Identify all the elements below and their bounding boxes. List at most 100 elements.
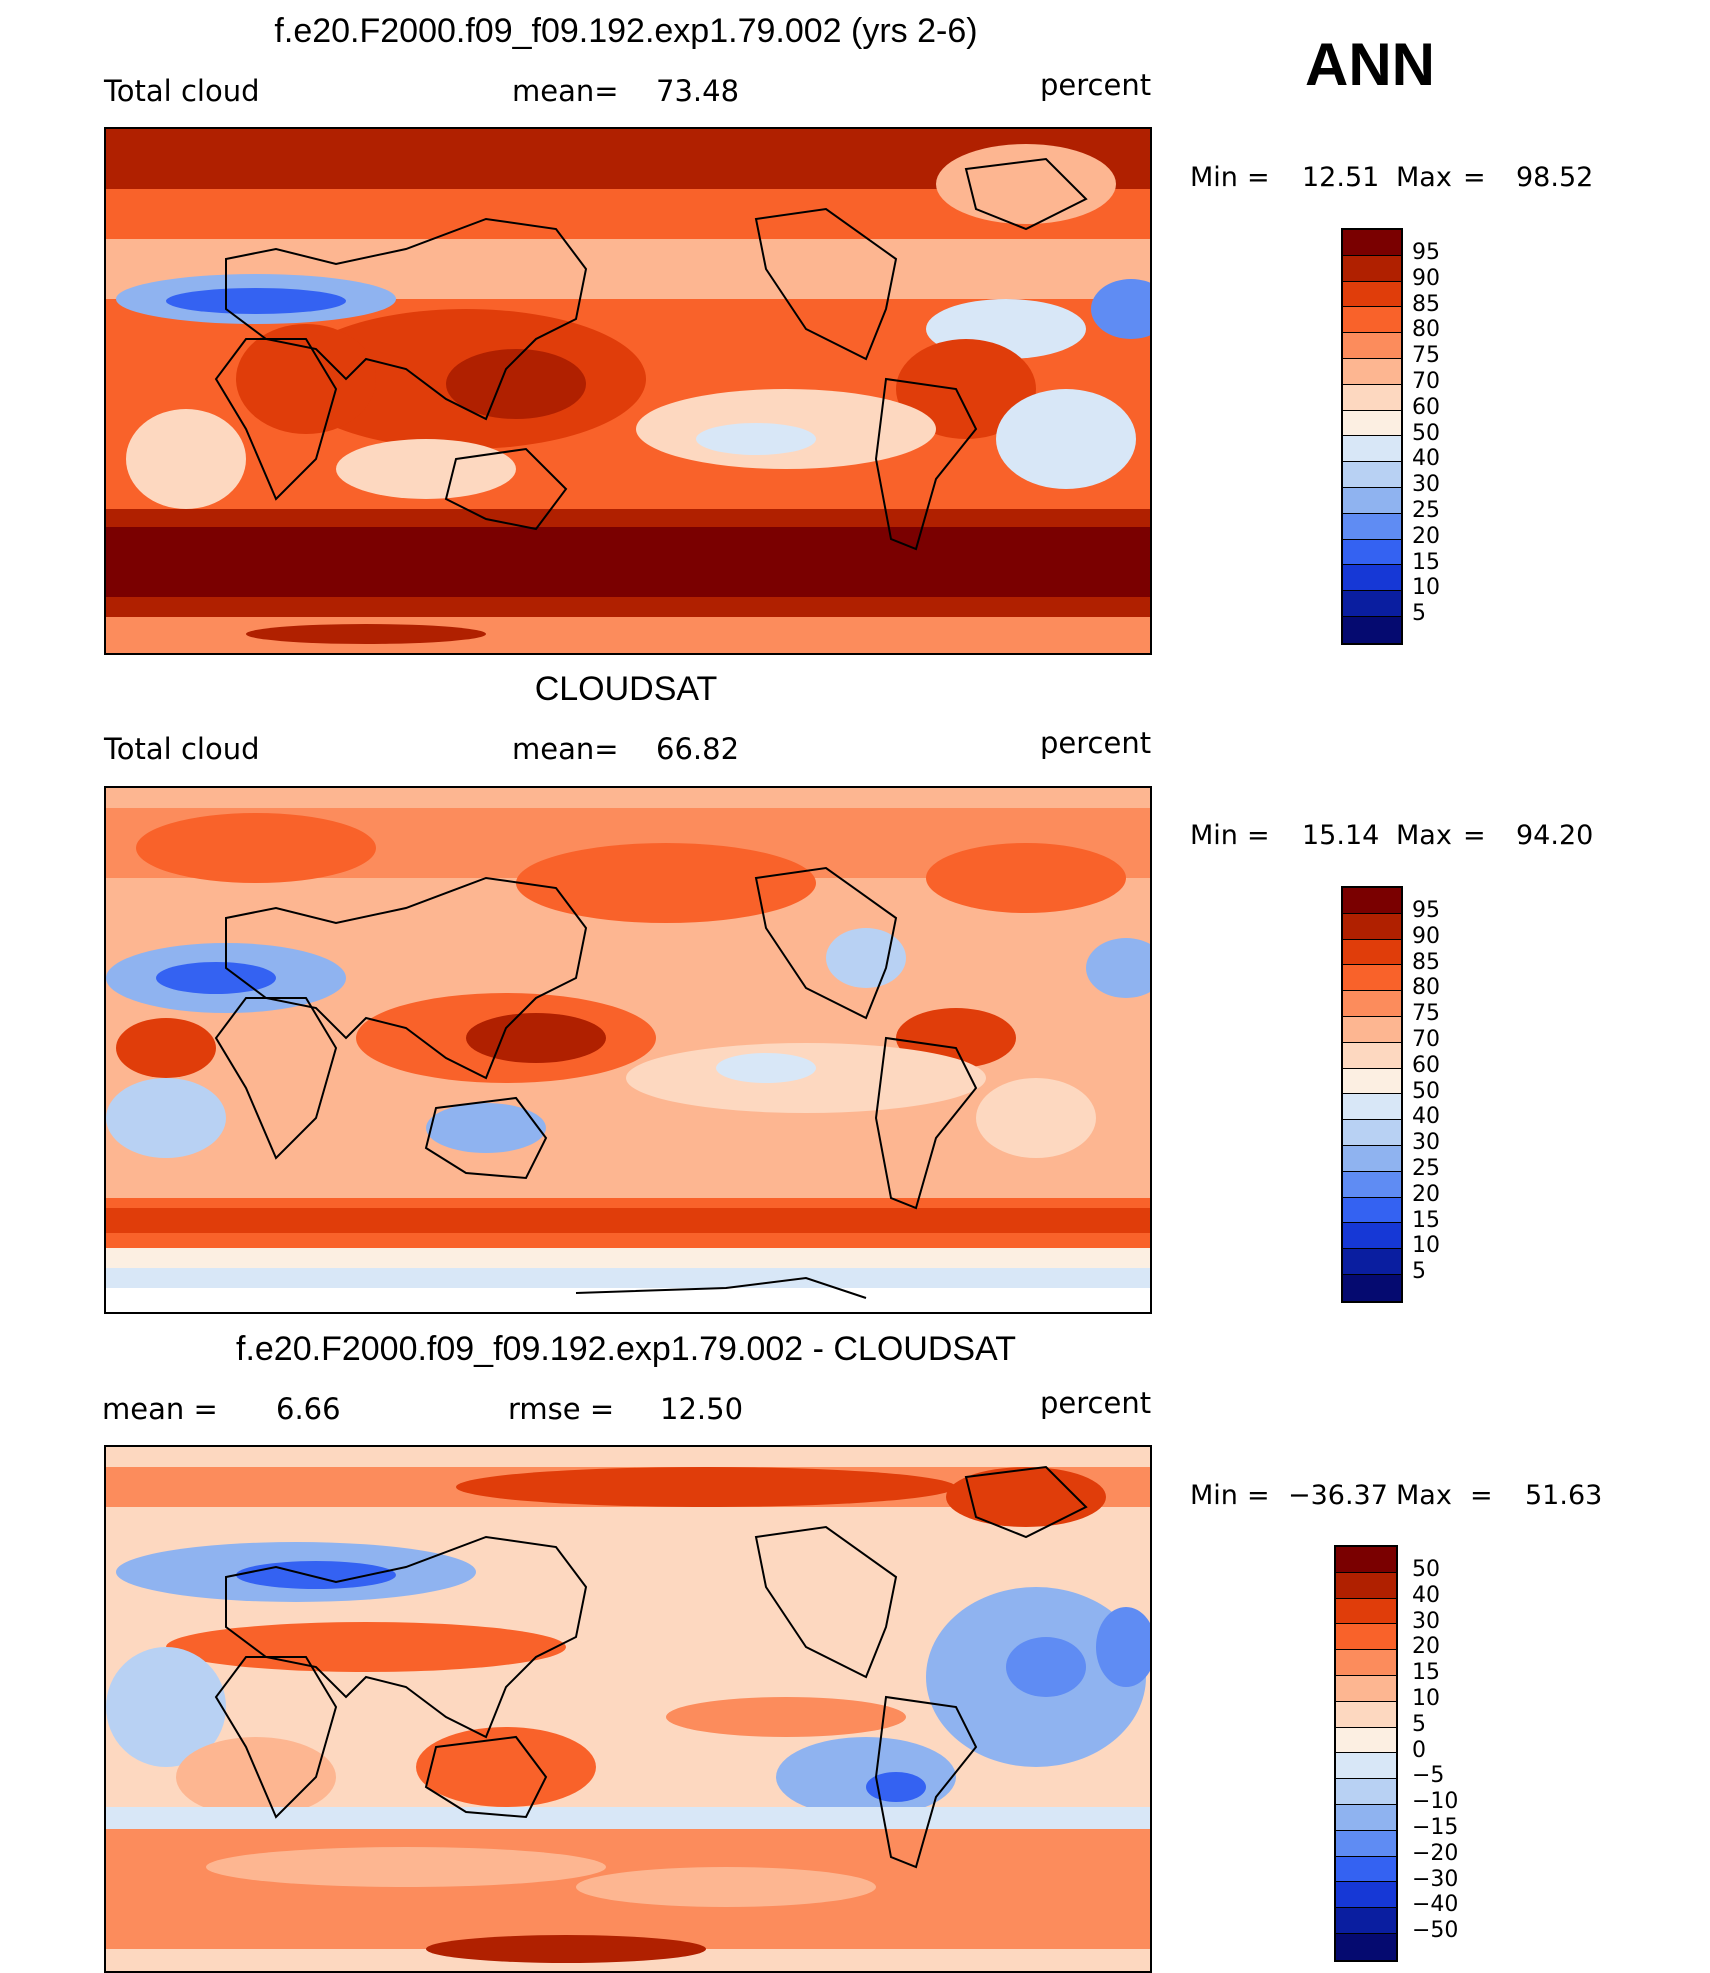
- panel3-colorbar-label: 5: [1412, 1711, 1426, 1737]
- panel1-min-value: 12.51: [1302, 162, 1380, 193]
- panel3-colorbar-segment: [1336, 1650, 1396, 1676]
- panel2-title: CLOUDSAT: [534, 670, 718, 708]
- panel1-max-eq: =: [1463, 162, 1486, 193]
- panel3-colorbar-label: 20: [1412, 1634, 1440, 1660]
- panel2-colorbar-segment: [1343, 1068, 1401, 1095]
- panel1-colorbar-segment: [1343, 384, 1401, 411]
- panel3-max-label: Max: [1396, 1480, 1452, 1511]
- panel1-colorbar-segment: [1343, 591, 1401, 617]
- panel2-colorbar-label: 5: [1412, 1259, 1426, 1285]
- panel2-colorbar-label: 50: [1412, 1078, 1440, 1104]
- panel1-colorbar-label: 75: [1412, 343, 1440, 369]
- panel3-colorbar-segment: [1336, 1779, 1396, 1805]
- panel2-colorbar-label: 15: [1412, 1207, 1440, 1233]
- panel2-mean-value: 66.82: [656, 732, 740, 766]
- panel2-colorbar-segment: [1343, 1274, 1401, 1301]
- panel3-colorbar-label: 40: [1412, 1582, 1440, 1608]
- panel2-map: [104, 786, 1152, 1314]
- panel2-colorbar-segment: [1343, 888, 1401, 914]
- panel1-colorbar-label: 15: [1412, 549, 1440, 575]
- panel2-colorbar-label: 80: [1412, 975, 1440, 1001]
- panel1-colorbar-label: 30: [1412, 472, 1440, 498]
- panel2-colorbar-label: 30: [1412, 1130, 1440, 1156]
- panel3-colorbar-label: −40: [1412, 1892, 1459, 1918]
- panel3-colorbar-segment: [1336, 1933, 1396, 1960]
- panel1-map: [104, 127, 1152, 655]
- panel1-colorbar-label: 60: [1412, 394, 1440, 420]
- panel2-min-value: 15.14: [1302, 820, 1380, 851]
- panel3-colorbar-label: 50: [1412, 1557, 1440, 1582]
- panel1-colorbar-segment: [1343, 436, 1401, 463]
- panel1-colorbar-segment: [1343, 358, 1401, 385]
- panel1-colorbar-segment: [1343, 307, 1401, 334]
- panel1-colorbar-label: 95: [1412, 240, 1440, 265]
- panel1-variable-label: Total cloud: [104, 74, 260, 108]
- panel3-colorbar-segment: [1336, 1830, 1396, 1857]
- panel2-colorbar-segment: [1343, 1197, 1401, 1224]
- panel2-colorbar-segment: [1343, 913, 1401, 940]
- panel1-colorbar-segment: [1343, 513, 1401, 540]
- panel2-map-field: [106, 788, 1150, 1312]
- panel1-colorbar-label: 85: [1412, 291, 1440, 317]
- panel1-colorbar-label: 50: [1412, 420, 1440, 446]
- panel1-colorbar-segment: [1343, 487, 1401, 514]
- panel3-colorbar-segment: [1336, 1882, 1396, 1909]
- panel3-colorbar-label: −10: [1412, 1789, 1459, 1815]
- panel1-min-label: Min: [1190, 162, 1238, 193]
- panel2-colorbar-segment: [1343, 1249, 1401, 1275]
- panel2-colorbar-segment: [1343, 1016, 1401, 1043]
- panel1-colorbar-label: 20: [1412, 523, 1440, 549]
- panel1-colorbar-label: 25: [1412, 498, 1440, 523]
- panel3-colorbar-segment: [1336, 1856, 1396, 1883]
- panel1-colorbar-label: 80: [1412, 317, 1440, 343]
- panel3-mean-label: mean =: [102, 1392, 218, 1426]
- panel3-max-value: 51.63: [1525, 1480, 1603, 1511]
- panel1-units-label: percent: [1040, 68, 1152, 102]
- panel3-colorbar-label: 10: [1412, 1686, 1440, 1711]
- panel3-colorbar-segment: [1336, 1701, 1396, 1728]
- panel3-colorbar-label: 15: [1412, 1660, 1440, 1686]
- panel2-colorbar-label: 90: [1412, 923, 1440, 949]
- panel1-colorbar-segment: [1343, 616, 1401, 643]
- panel1-colorbar-segment: [1343, 410, 1401, 437]
- panel3-colorbar-segment: [1336, 1572, 1396, 1599]
- panel1-colorbar-segment: [1343, 230, 1401, 256]
- panel2-max-value: 94.20: [1516, 820, 1594, 851]
- panel3-mean-value: 6.66: [276, 1392, 341, 1426]
- panel3-colorbar-segment: [1336, 1624, 1396, 1651]
- panel2-colorbar-label: 85: [1412, 949, 1440, 975]
- panel3-colorbar-label: −50: [1412, 1918, 1459, 1944]
- panel3-colorbar-label: 30: [1412, 1608, 1440, 1634]
- panel2-colorbar-label: 20: [1412, 1181, 1440, 1207]
- panel2-min-eq: =: [1247, 820, 1270, 851]
- panel1-min-eq: =: [1247, 162, 1270, 193]
- panel2-colorbar-segment: [1343, 1094, 1401, 1121]
- panel2-colorbar-label: 10: [1412, 1233, 1440, 1259]
- panel2-mean-label: mean=: [512, 732, 619, 766]
- panel1-colorbar-label: 5: [1412, 601, 1426, 627]
- panel3-colorbar-label: −5: [1412, 1763, 1445, 1789]
- panel1-colorbar-segment: [1343, 255, 1401, 282]
- panel3-colorbar: [1334, 1545, 1398, 1962]
- panel2-colorbar-segment: [1343, 991, 1401, 1017]
- panel3-colorbar-segment: [1336, 1547, 1396, 1573]
- panel3-min-value: −36.37: [1288, 1480, 1388, 1511]
- panel2-units-label: percent: [1040, 726, 1152, 760]
- panel3-colorbar-segment: [1336, 1804, 1396, 1831]
- panel3-colorbar-label: −30: [1412, 1866, 1459, 1892]
- panel3-colorbar-label: −15: [1412, 1815, 1459, 1840]
- panel2-max-eq: =: [1463, 820, 1486, 851]
- panel2-colorbar: [1341, 886, 1403, 1303]
- panel2-colorbar-label: 60: [1412, 1052, 1440, 1078]
- panel1-colorbar-label: 10: [1412, 575, 1440, 601]
- panel3-map: [104, 1445, 1152, 1973]
- panel1-map-field: [106, 129, 1150, 653]
- panel1-colorbar-segment: [1343, 462, 1401, 488]
- panel2-variable-label: Total cloud: [104, 732, 260, 766]
- panel3-min-label: Min: [1190, 1480, 1238, 1511]
- panel3-max-eq: =: [1470, 1480, 1493, 1511]
- panel2-colorbar-segment: [1343, 939, 1401, 966]
- panel1-max-value: 98.52: [1516, 162, 1594, 193]
- panel3-colorbar-label: 0: [1412, 1737, 1426, 1763]
- panel3-colorbar-segment: [1336, 1727, 1396, 1754]
